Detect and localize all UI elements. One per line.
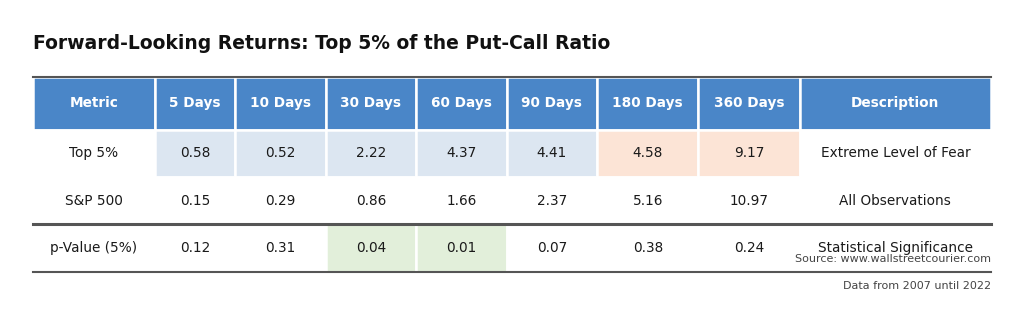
FancyBboxPatch shape — [597, 130, 698, 177]
Text: 0.07: 0.07 — [537, 241, 567, 255]
Text: 2.37: 2.37 — [537, 194, 567, 208]
Text: 90 Days: 90 Days — [521, 96, 583, 110]
Text: Extreme Level of Fear: Extreme Level of Fear — [820, 146, 970, 160]
FancyBboxPatch shape — [236, 77, 326, 130]
Text: 4.41: 4.41 — [537, 146, 567, 160]
Text: All Observations: All Observations — [840, 194, 951, 208]
Text: 60 Days: 60 Days — [431, 96, 492, 110]
FancyBboxPatch shape — [800, 177, 991, 224]
FancyBboxPatch shape — [156, 77, 236, 130]
FancyBboxPatch shape — [597, 77, 698, 130]
FancyBboxPatch shape — [800, 77, 991, 130]
FancyBboxPatch shape — [326, 177, 416, 224]
FancyBboxPatch shape — [156, 130, 236, 177]
FancyBboxPatch shape — [698, 130, 800, 177]
Text: 0.24: 0.24 — [734, 241, 764, 255]
FancyBboxPatch shape — [416, 130, 507, 177]
Text: Source: www.wallstreetcourier.com: Source: www.wallstreetcourier.com — [796, 254, 991, 264]
Text: 0.58: 0.58 — [180, 146, 210, 160]
Text: Statistical Significance: Statistical Significance — [818, 241, 973, 255]
FancyBboxPatch shape — [507, 177, 597, 224]
FancyBboxPatch shape — [236, 224, 326, 272]
Text: Metric: Metric — [70, 96, 119, 110]
Text: Description: Description — [851, 96, 940, 110]
Text: 4.58: 4.58 — [633, 146, 663, 160]
FancyBboxPatch shape — [507, 224, 597, 272]
Text: 30 Days: 30 Days — [340, 96, 401, 110]
FancyBboxPatch shape — [698, 224, 800, 272]
Text: 0.29: 0.29 — [265, 194, 296, 208]
Text: 4.37: 4.37 — [446, 146, 476, 160]
Text: 0.15: 0.15 — [180, 194, 210, 208]
FancyBboxPatch shape — [507, 130, 597, 177]
Text: 0.31: 0.31 — [265, 241, 296, 255]
FancyBboxPatch shape — [33, 130, 156, 177]
FancyBboxPatch shape — [156, 224, 236, 272]
Text: 0.86: 0.86 — [355, 194, 386, 208]
FancyBboxPatch shape — [326, 77, 416, 130]
Text: 0.01: 0.01 — [446, 241, 476, 255]
FancyBboxPatch shape — [326, 224, 416, 272]
Text: 5 Days: 5 Days — [169, 96, 221, 110]
Text: Forward-Looking Returns: Top 5% of the Put-Call Ratio: Forward-Looking Returns: Top 5% of the P… — [33, 34, 610, 52]
Text: 10.97: 10.97 — [729, 194, 768, 208]
Text: 5.16: 5.16 — [633, 194, 663, 208]
Text: 0.52: 0.52 — [265, 146, 296, 160]
FancyBboxPatch shape — [800, 130, 991, 177]
FancyBboxPatch shape — [236, 130, 326, 177]
Text: 9.17: 9.17 — [734, 146, 764, 160]
FancyBboxPatch shape — [800, 224, 991, 272]
FancyBboxPatch shape — [236, 177, 326, 224]
FancyBboxPatch shape — [156, 177, 236, 224]
Text: 10 Days: 10 Days — [250, 96, 311, 110]
Text: 0.04: 0.04 — [355, 241, 386, 255]
FancyBboxPatch shape — [698, 77, 800, 130]
Text: Top 5%: Top 5% — [70, 146, 119, 160]
FancyBboxPatch shape — [33, 177, 156, 224]
Text: 0.12: 0.12 — [180, 241, 210, 255]
Text: Data from 2007 until 2022: Data from 2007 until 2022 — [843, 281, 991, 291]
FancyBboxPatch shape — [698, 177, 800, 224]
Text: 360 Days: 360 Days — [714, 96, 784, 110]
FancyBboxPatch shape — [416, 77, 507, 130]
Text: p-Value (5%): p-Value (5%) — [50, 241, 137, 255]
FancyBboxPatch shape — [33, 224, 156, 272]
FancyBboxPatch shape — [326, 130, 416, 177]
FancyBboxPatch shape — [416, 224, 507, 272]
FancyBboxPatch shape — [33, 77, 156, 130]
Text: S&P 500: S&P 500 — [66, 194, 123, 208]
Text: 2.22: 2.22 — [355, 146, 386, 160]
Text: 1.66: 1.66 — [446, 194, 476, 208]
Text: 180 Days: 180 Days — [612, 96, 683, 110]
FancyBboxPatch shape — [597, 177, 698, 224]
FancyBboxPatch shape — [597, 224, 698, 272]
FancyBboxPatch shape — [507, 77, 597, 130]
Text: 0.38: 0.38 — [633, 241, 663, 255]
FancyBboxPatch shape — [416, 177, 507, 224]
